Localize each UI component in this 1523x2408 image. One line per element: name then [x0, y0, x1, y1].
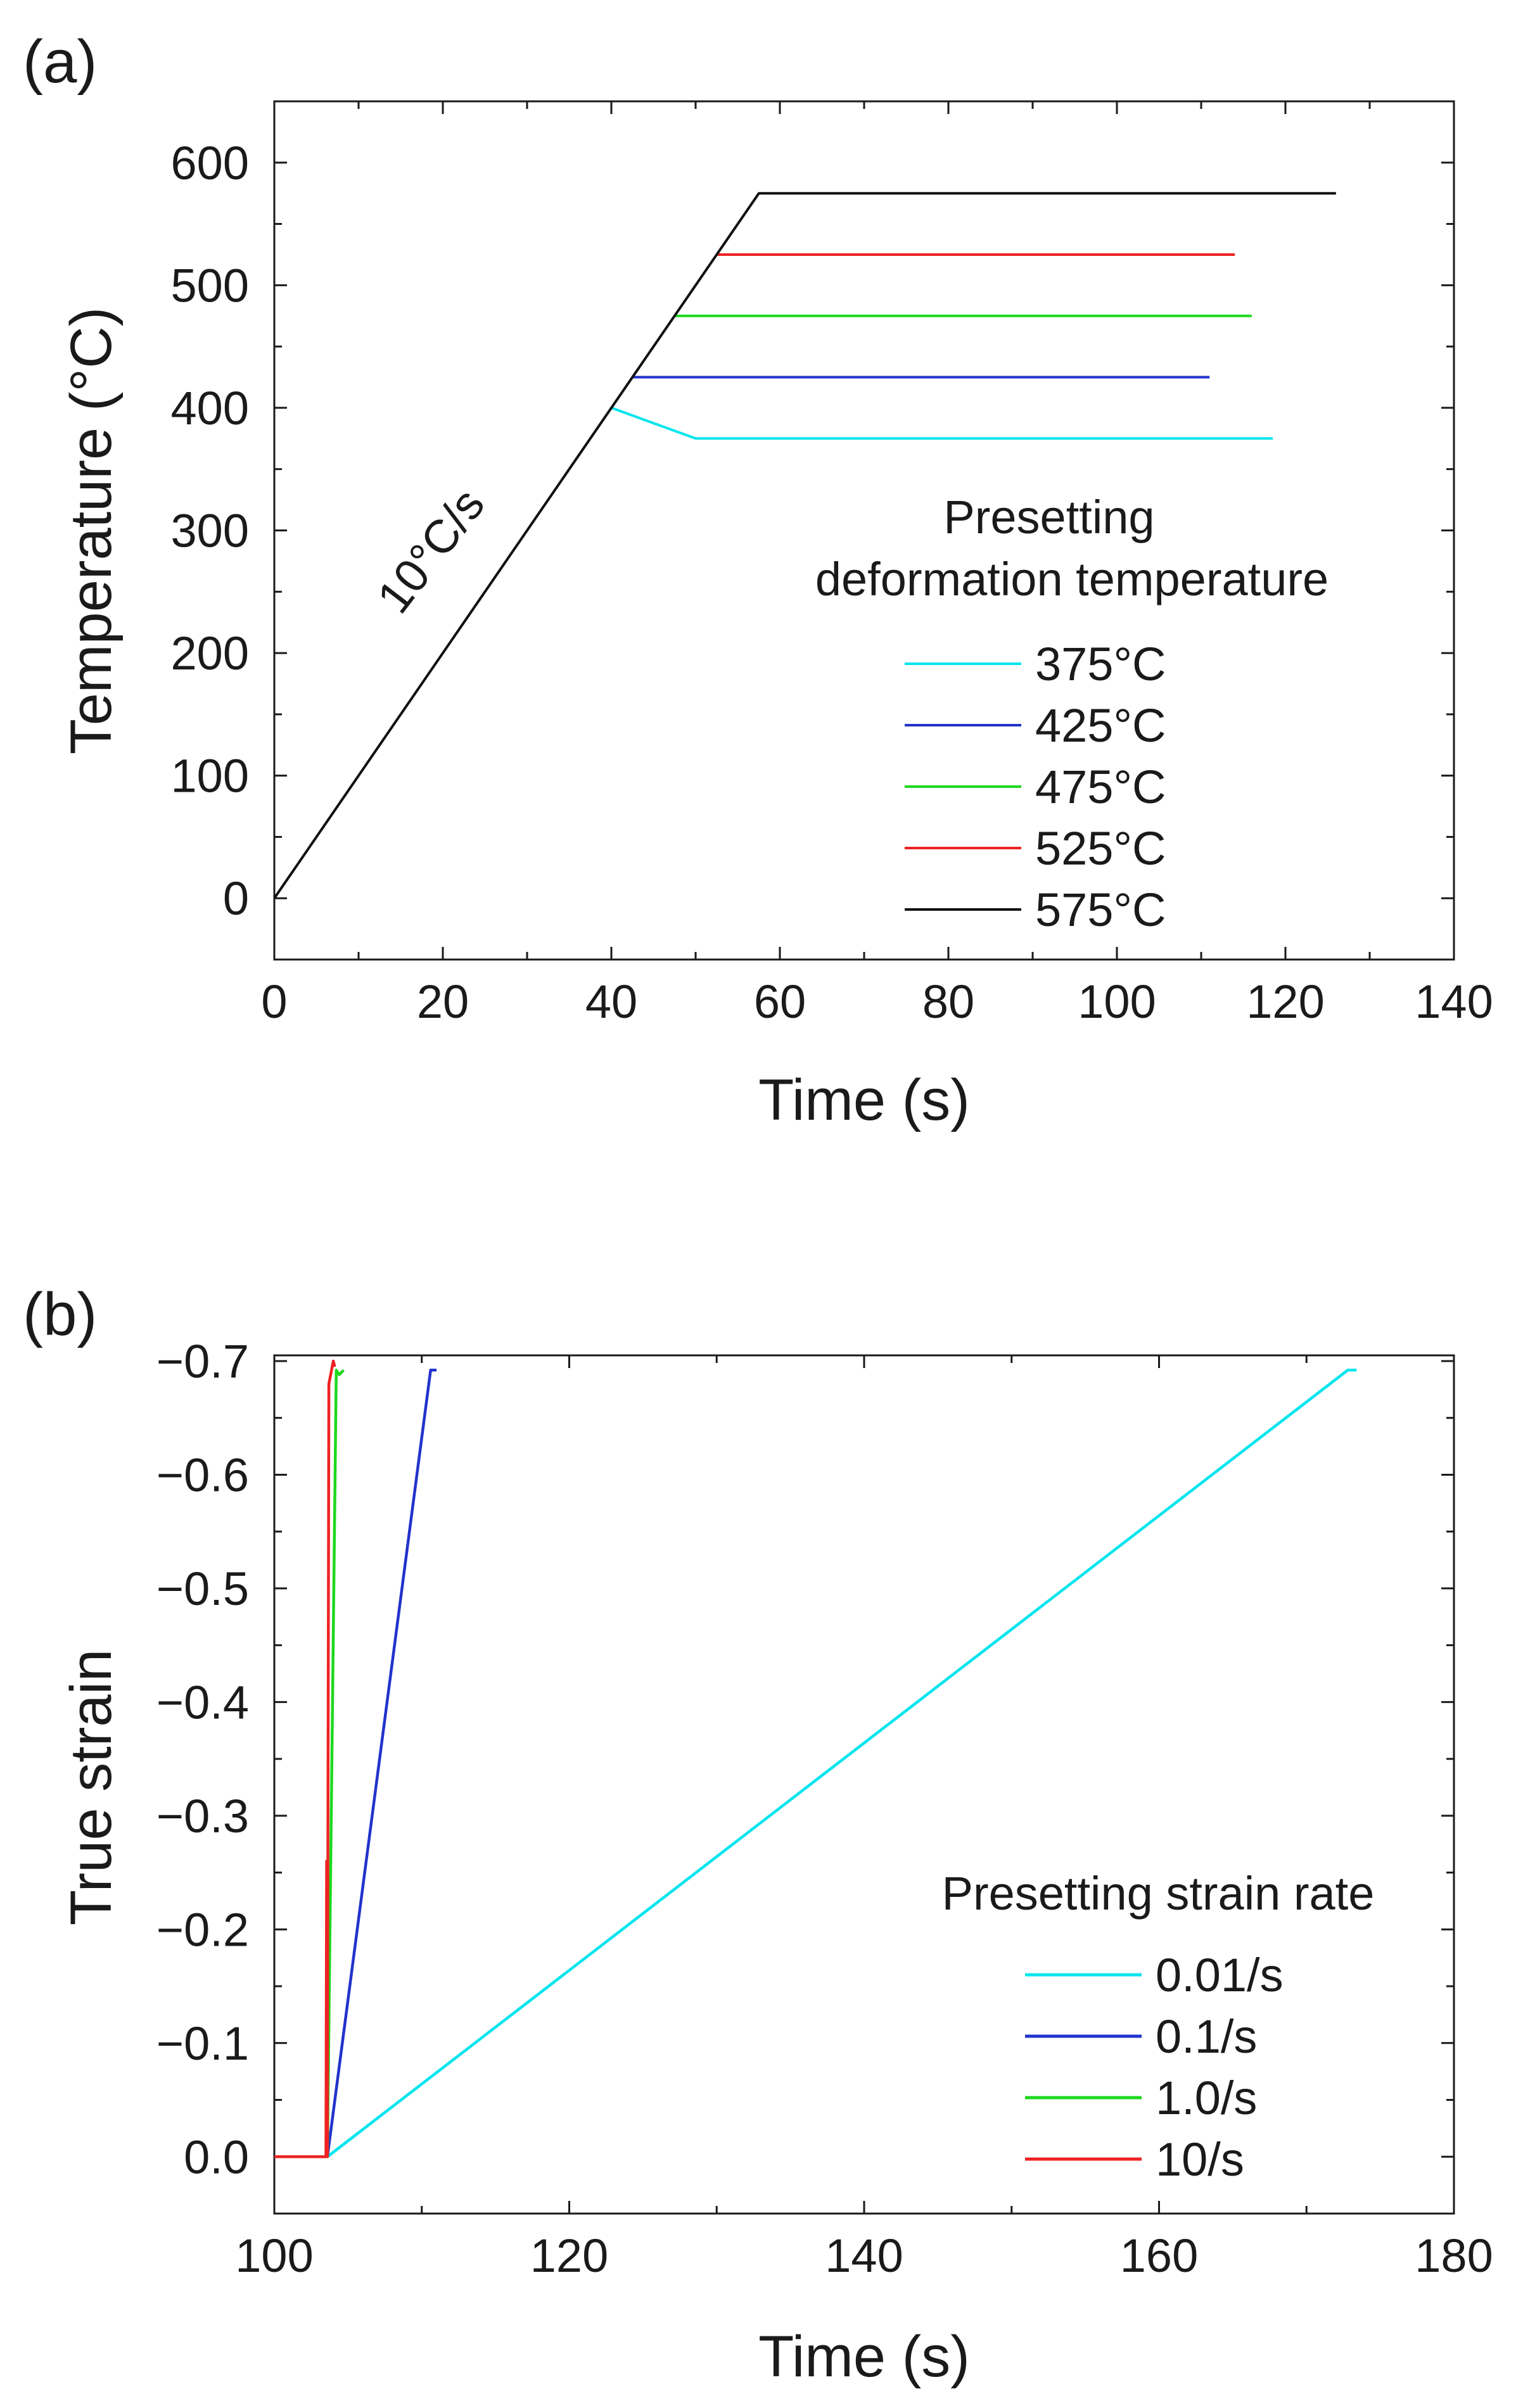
- series-line-375-c: [611, 407, 1273, 440]
- panel-b-legend-title: Presetting strain rate: [942, 1867, 1375, 1920]
- series-line-575-c: [273, 192, 1336, 899]
- x-tick-label: 180: [1415, 2229, 1493, 2282]
- panel-b-y-axis-label: True strain: [59, 1649, 124, 1925]
- legend-label-575-c: 575°C: [1035, 884, 1166, 936]
- y-tick-label: −0.5: [156, 1562, 249, 1615]
- legend-label-1-0-s: 1.0/s: [1156, 2072, 1257, 2124]
- panel-a-legend-title-line2: deformation temperature: [815, 553, 1329, 605]
- series-line-10-s: [274, 1359, 336, 2158]
- x-tick-label: 40: [585, 975, 637, 1028]
- y-tick-label: 400: [171, 382, 249, 434]
- legend-label-375-c: 375°C: [1035, 638, 1166, 690]
- panel-a-x-axis-label: Time (s): [758, 1068, 970, 1132]
- panel-b-plot-area: [274, 1359, 1357, 2158]
- x-tick-label: 120: [530, 2229, 608, 2282]
- y-tick-label: −0.4: [156, 1676, 249, 1728]
- panel-b-label: (b): [23, 1281, 97, 1348]
- series-line-1-0-s: [326, 1369, 345, 2157]
- y-tick-label: 0: [223, 872, 249, 925]
- y-tick-label: 100: [171, 750, 249, 802]
- y-tick-label: 200: [171, 627, 249, 680]
- y-tick-label: −0.6: [156, 1448, 249, 1501]
- x-tick-label: 0: [261, 975, 287, 1028]
- x-tick-label: 160: [1120, 2229, 1198, 2282]
- series-line-0-01-s: [326, 1369, 1357, 2158]
- y-tick-label: −0.3: [156, 1790, 249, 1842]
- panel-a-plot-area: [273, 192, 1336, 899]
- legend-label-0-01-s: 0.01/s: [1156, 1949, 1284, 2001]
- legend-label-475-c: 475°C: [1035, 761, 1166, 813]
- panel-a-legend-title-line1: Presetting: [943, 491, 1154, 543]
- y-tick-label: 600: [171, 137, 249, 189]
- y-tick-label: 300: [171, 505, 249, 557]
- y-tick-label: −0.7: [156, 1335, 249, 1388]
- panel-a-legend: Presetting deformation temperature 375°C…: [815, 491, 1329, 936]
- panel-b: (b) 100 120 140 160 180 0.0 −0.1 −0.2 −0.3 −0.4 −0…: [23, 1281, 1493, 2389]
- panel-b-x-axis-label: Time (s): [758, 2324, 970, 2389]
- y-tick-label: 500: [171, 259, 249, 312]
- x-tick-label: 140: [1415, 975, 1493, 1028]
- y-tick-label: −0.2: [156, 1903, 249, 1956]
- panel-a-axes: 0 20 40 60 80 100 120 140 0 100 200 300 400 500 600: [171, 101, 1493, 1028]
- panel-a-label: (a): [23, 28, 97, 96]
- x-tick-label: 100: [1078, 975, 1156, 1028]
- series-line-0-1-s: [326, 1369, 437, 2157]
- legend-label-525-c: 525°C: [1035, 822, 1166, 875]
- legend-label-10-s: 10/s: [1156, 2133, 1244, 2186]
- x-tick-label: 100: [235, 2229, 313, 2282]
- x-tick-label: 120: [1246, 975, 1324, 1028]
- panel-a-y-axis-label: Temperature (°C): [59, 307, 124, 755]
- y-tick-label: 0.0: [184, 2131, 249, 2183]
- x-tick-label: 60: [754, 975, 806, 1028]
- y-tick-label: −0.1: [156, 2017, 249, 2070]
- x-tick-label: 80: [922, 975, 974, 1028]
- legend-label-425-c: 425°C: [1035, 699, 1166, 752]
- x-tick-label: 20: [417, 975, 469, 1028]
- panel-b-axes: 100 120 140 160 180 0.0 −0.1 −0.2 −0.3 −0.4 −0.5 −0…: [156, 1335, 1493, 2282]
- legend-label-0-1-s: 0.1/s: [1156, 2010, 1257, 2063]
- panel-b-legend: Presetting strain rate 0.01/s 0.1/s 1.0/s 1…: [942, 1867, 1375, 2186]
- x-tick-label: 140: [825, 2229, 903, 2282]
